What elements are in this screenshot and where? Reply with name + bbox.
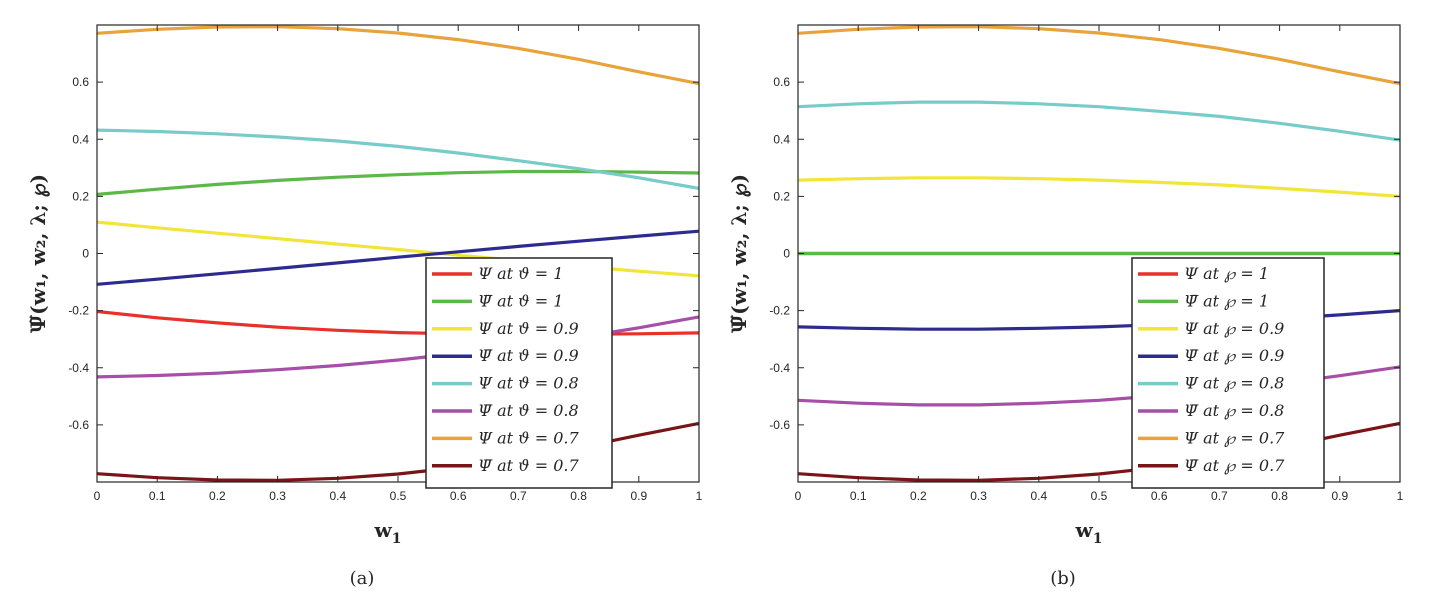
legend-box	[1131, 257, 1325, 489]
legend-entry-8: Ψ̄ at ϑ = 0.7	[432, 456, 579, 475]
x-tick-label: 0	[795, 489, 802, 503]
legend-entry-4: Ψ̄ at ℘ = 0.9	[1138, 346, 1284, 365]
x-tick-label: 0.5	[1091, 489, 1108, 503]
x-axis-title-sub: 1	[1093, 531, 1103, 547]
legend-entry-7: Ψ at ℘ = 0.7	[1138, 428, 1285, 447]
x-tick-label: 0.1	[850, 489, 867, 503]
legend-entry-1: Ψ at ϑ = 1	[432, 264, 563, 283]
chart-panel-a: 0 0.1 0.2 0.3 0.4 0.5 0.6 0.7 0.8 0.9 1 -0.6 -0.4 -0.…	[26, 24, 703, 589]
legend-label: Ψ at ϑ = 0.7	[478, 428, 579, 447]
legend-label: Ψ̄ at ℘ = 0.9	[1184, 346, 1284, 365]
x-tick-label: 0.3	[970, 489, 987, 503]
y-tick-label: 0.4	[72, 132, 89, 146]
x-tick-label: 0.4	[329, 489, 346, 503]
x-tick-label: 0.7	[510, 489, 527, 503]
legend-label: Ψ at ℘ = 0.8	[1184, 374, 1284, 393]
y-tick-label: -0.6	[769, 418, 790, 432]
x-tick-label: 0.8	[1271, 489, 1288, 503]
legend: Ψ at ℘ = 1 Ψ̄ at ℘ = 1 Ψ at ℘ = 0.9 Ψ̄ at ℘…	[1131, 257, 1325, 489]
x-tick-label: 0.2	[209, 489, 226, 503]
legend-entry-2: Ψ̄ at ϑ = 1	[432, 291, 563, 310]
x-tick-label: 0.9	[630, 489, 647, 503]
legend-label: Ψ̄ at ℘ = 1	[1184, 291, 1269, 310]
series-line-7	[798, 25, 1400, 86]
legend-label: Ψ at ℘ = 0.9	[1184, 319, 1284, 338]
legend-label: Ψ at ℘ = 1	[1184, 264, 1269, 283]
y-tick-label: -0.4	[769, 361, 790, 375]
y-tick-label: 0.2	[72, 189, 89, 203]
legend-entry-3: Ψ at ϑ = 0.9	[432, 319, 579, 338]
panel-caption: (a)	[350, 568, 375, 589]
x-tick-label: 0.4	[1030, 489, 1047, 503]
legend-box	[425, 257, 613, 489]
y-axis-title: Ψ̃(w₁, w₂, λ; ℘)	[26, 174, 50, 333]
y-tick-label: 0.4	[773, 132, 790, 146]
x-axis-title: w1	[1075, 518, 1103, 547]
y-tick-label: -0.2	[769, 304, 790, 318]
x-axis-title-main: w	[1075, 518, 1094, 542]
legend-entry-3: Ψ at ℘ = 0.9	[1138, 319, 1284, 338]
y-axis-title: Ψ̃(w₁, w₂, λ; ℘)	[727, 174, 751, 333]
x-tick-label: 0.6	[1151, 489, 1168, 503]
y-tick-label: 0.6	[773, 75, 790, 89]
x-tick-label: 0.7	[1211, 489, 1228, 503]
chart-panel-b: 0 0.1 0.2 0.3 0.4 0.5 0.6 0.7 0.8 0.9 1 -0.6 -0.4 -0.…	[727, 24, 1404, 589]
legend-entry-5: Ψ at ϑ = 0.8	[432, 374, 579, 393]
panel-caption: (b)	[1050, 568, 1076, 589]
x-tick-label: 0.5	[390, 489, 407, 503]
x-tick-label: 0	[94, 489, 101, 503]
legend-entry-1: Ψ at ℘ = 1	[1138, 264, 1269, 283]
legend: Ψ at ϑ = 1 Ψ̄ at ϑ = 1 Ψ at ϑ = 0.9 Ψ̄ at ϑ…	[425, 257, 613, 489]
legend-entry-6: Ψ̄ at ϑ = 0.8	[432, 401, 579, 420]
legend-label: Ψ̄ at ℘ = 0.7	[1184, 456, 1285, 475]
legend-label: Ψ̄ at ℘ = 0.8	[1184, 401, 1284, 420]
legend-entry-5: Ψ at ℘ = 0.8	[1138, 374, 1284, 393]
legend-entry-6: Ψ̄ at ℘ = 0.8	[1138, 401, 1284, 420]
y-tick-label: -0.6	[68, 418, 89, 432]
legend-entry-8: Ψ̄ at ℘ = 0.7	[1138, 456, 1285, 475]
x-tick-label: 0.8	[570, 489, 587, 503]
y-tick-label: 0	[82, 247, 89, 261]
legend-label: Ψ̄ at ϑ = 1	[478, 291, 563, 310]
x-tick-label: 0.3	[269, 489, 286, 503]
legend-label: Ψ at ℘ = 0.7	[1184, 428, 1285, 447]
x-tick-label: 0.9	[1331, 489, 1348, 503]
y-tick-label: -0.2	[68, 304, 89, 318]
series-line-4	[97, 229, 699, 286]
legend-entry-2: Ψ̄ at ℘ = 1	[1138, 291, 1269, 310]
x-tick-label: 0.6	[450, 489, 467, 503]
legend-entry-4: Ψ̄ at ϑ = 0.9	[432, 346, 579, 365]
legend-label: Ψ at ϑ = 1	[478, 264, 563, 283]
y-tick-label: -0.4	[68, 361, 89, 375]
legend-label: Ψ̄ at ϑ = 0.7	[478, 456, 579, 475]
legend-label: Ψ̄ at ϑ = 0.9	[478, 346, 579, 365]
series-line-3	[798, 176, 1400, 198]
legend-label: Ψ at ϑ = 0.8	[478, 374, 579, 393]
legend-label: Ψ̄ at ϑ = 0.8	[478, 401, 579, 420]
x-tick-label: 0.2	[910, 489, 927, 503]
series-line-7	[97, 25, 699, 86]
y-tick-label: 0.6	[72, 75, 89, 89]
legend-entry-7: Ψ at ϑ = 0.7	[432, 428, 579, 447]
series-line-5	[798, 100, 1400, 142]
x-axis-title-sub: 1	[392, 531, 402, 547]
x-tick-label: 0.1	[149, 489, 166, 503]
y-tick-label: 0	[783, 247, 790, 261]
series-line-5	[97, 128, 699, 190]
x-tick-label: 1	[1397, 489, 1404, 503]
x-tick-label: 1	[696, 489, 703, 503]
x-axis-title-main: w	[374, 518, 393, 542]
legend-label: Ψ at ϑ = 0.9	[478, 319, 579, 338]
x-axis-title: w1	[374, 518, 402, 547]
y-tick-label: 0.2	[773, 189, 790, 203]
